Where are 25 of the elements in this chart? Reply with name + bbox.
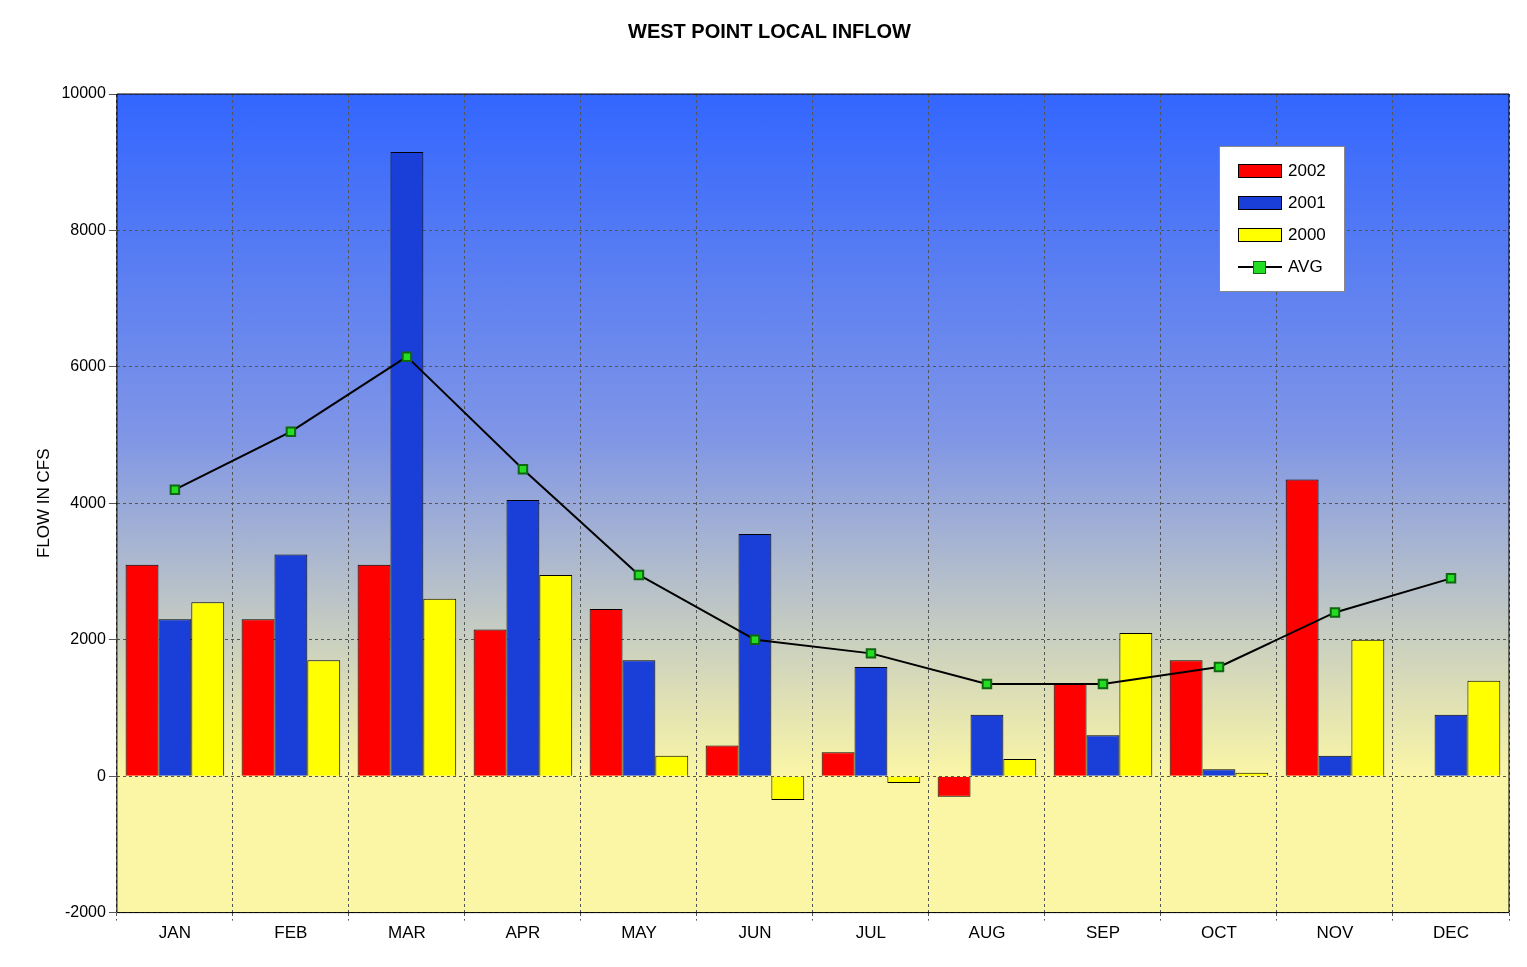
y-tick-label: -2000 [64, 903, 106, 921]
legend-label: 2002 [1288, 161, 1326, 181]
legend-label: AVG [1288, 257, 1323, 277]
x-tick-label: APR [505, 923, 541, 943]
x-tick-label: FEB [274, 923, 308, 943]
y-tick-label: 6000 [70, 357, 106, 375]
legend-label: 2001 [1288, 193, 1326, 213]
x-tick-label: NOV [1316, 923, 1355, 943]
y-axis-title: FLOW IN CFS [33, 448, 53, 559]
x-tick-label: JUN [738, 923, 772, 943]
y-tick-label: 10000 [61, 84, 106, 102]
x-tick-label: OCT [1201, 923, 1237, 943]
x-tick-label: MAR [388, 923, 426, 943]
x-tick-label: SEP [1085, 923, 1120, 943]
y-tick-label: 8000 [70, 220, 106, 238]
y-tick-label: 0 [96, 766, 106, 784]
chart-title: WEST POINT LOCAL INFLOW [628, 19, 912, 42]
y-tick-label: 4000 [70, 493, 106, 511]
x-tick-label: DEC [1433, 923, 1469, 943]
legend-label: 2000 [1288, 225, 1326, 245]
y-tick-label: 2000 [70, 630, 106, 648]
x-tick-label: JAN [158, 923, 191, 943]
x-tick-label: JUL [855, 923, 887, 943]
x-tick-label: AUG [968, 923, 1006, 943]
x-tick-label: MAY [621, 923, 657, 943]
